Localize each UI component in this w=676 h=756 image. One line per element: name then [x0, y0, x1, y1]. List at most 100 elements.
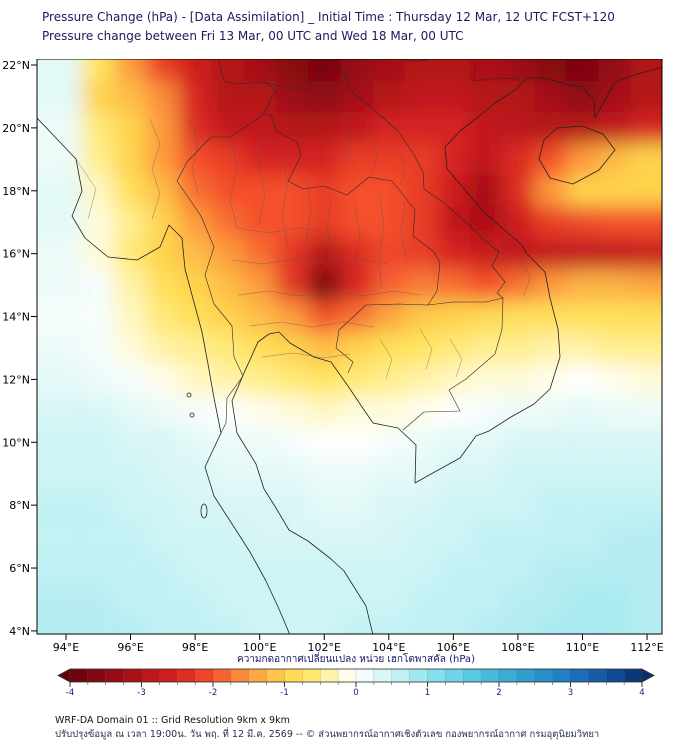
- border-china-region: [217, 59, 521, 116]
- field-cell: [437, 395, 470, 427]
- colorbar-ticks: [69, 682, 643, 687]
- field-cell: [243, 615, 276, 634]
- field-cell: [37, 112, 83, 144]
- colorbar-segment: [606, 668, 625, 683]
- field-cell: [146, 332, 179, 364]
- field-cell: [275, 300, 309, 333]
- field-cell: [114, 237, 147, 270]
- y-axis: 22°N 20°N 18°N 16°N 14°N 12°N 10°N 8°N 6°N 4°N: [2, 59, 37, 638]
- field-cell: [566, 300, 599, 333]
- field-cell: [501, 112, 535, 144]
- y-axis-label: 16°N: [2, 248, 30, 261]
- colorbar-tick-label: 4: [639, 688, 644, 698]
- x-axis-label: 94°E: [53, 641, 79, 654]
- field-cell: [372, 269, 405, 301]
- field-cell: [146, 80, 179, 113]
- field-cell: [114, 458, 147, 490]
- field-cell: [501, 489, 535, 521]
- border-myanmar-thailand: [176, 114, 264, 434]
- field-cell: [598, 175, 631, 207]
- field-cell: [82, 458, 115, 490]
- x-axis-label: 112°E: [630, 641, 663, 654]
- field-cell: [308, 615, 341, 634]
- field-cell: [534, 80, 567, 113]
- field-cell: [566, 458, 599, 490]
- y-axis-label: 10°N: [2, 436, 30, 449]
- field-cell: [534, 615, 567, 634]
- field-cell: [178, 426, 212, 458]
- field-cell: [243, 332, 276, 364]
- colorbar-segment: [588, 668, 607, 683]
- field-cell: [211, 300, 244, 333]
- field-cell: [82, 269, 115, 301]
- field-cell: [37, 426, 83, 458]
- field-cell: [275, 552, 309, 584]
- field-cell: [598, 300, 631, 333]
- field-cell: [630, 80, 662, 113]
- field-cell: [178, 363, 212, 396]
- field-cell: [630, 300, 662, 333]
- colorbar-segment: [284, 668, 303, 683]
- colorbar-segment: [69, 668, 89, 683]
- field-cell: [630, 332, 662, 364]
- country-boundaries: [37, 66, 662, 634]
- x-axis-label: 102°E: [308, 641, 341, 654]
- field-cell: [372, 520, 405, 553]
- field-cell: [437, 59, 470, 81]
- field-cell: [372, 426, 405, 458]
- x-axis: 94°E 96°E 98°E 100°E 102°E 104°E 106°E 108°E 110…: [53, 634, 664, 654]
- field-cell: [211, 615, 244, 634]
- field-cell: [37, 489, 83, 521]
- field-cell: [340, 59, 373, 81]
- colorbar-segment: [498, 668, 518, 683]
- field-cell: [630, 175, 662, 207]
- field-cell: [37, 269, 83, 301]
- field-cell: [178, 80, 212, 113]
- field-cell: [501, 458, 535, 490]
- border-thailand-laos: [262, 114, 441, 306]
- field-cell: [372, 59, 405, 81]
- x-axis-label: 110°E: [566, 641, 599, 654]
- field-cell: [308, 300, 341, 333]
- field-cell: [275, 520, 309, 553]
- field-cell: [598, 583, 631, 616]
- field-cell: [308, 426, 341, 458]
- field-cell: [501, 395, 535, 427]
- field-cell: [598, 520, 631, 553]
- field-cell: [308, 269, 341, 301]
- field-cell: [404, 426, 438, 458]
- field-cell: [114, 300, 147, 333]
- field-cell: [211, 332, 244, 364]
- field-cell: [146, 552, 179, 584]
- field-cell: [178, 583, 212, 616]
- province-boundaries: [75, 118, 531, 380]
- field-cell: [308, 395, 341, 427]
- field-cell: [340, 237, 373, 270]
- field-cell: [534, 59, 567, 81]
- colorbar-right-arrow: [641, 668, 655, 683]
- field-cell: [340, 80, 373, 113]
- coastline-gulf-vietnam: [231, 66, 662, 634]
- field-cell: [630, 269, 662, 301]
- field-cell: [146, 269, 179, 301]
- field-cell: [243, 59, 276, 81]
- field-cell: [534, 332, 567, 364]
- y-axis-label: 18°N: [2, 185, 30, 198]
- field-cell: [340, 112, 373, 144]
- field-cell: [211, 395, 244, 427]
- y-axis-label: 6°N: [9, 562, 30, 575]
- field-cell: [114, 332, 147, 364]
- border-thailand-cambodia: [335, 303, 429, 374]
- colorbar-tick-label: -2: [209, 688, 217, 698]
- field-cell: [178, 332, 212, 364]
- field-cell: [340, 426, 373, 458]
- colorbar-tick-label: -4: [66, 688, 74, 698]
- field-cell: [275, 237, 309, 270]
- field-cell: [243, 489, 276, 521]
- national-borders: [176, 59, 521, 434]
- field-cell: [404, 175, 438, 207]
- colorbar-segment: [123, 668, 142, 683]
- field-cell: [566, 175, 599, 207]
- field-cell: [82, 80, 115, 113]
- field-cell: [469, 426, 502, 458]
